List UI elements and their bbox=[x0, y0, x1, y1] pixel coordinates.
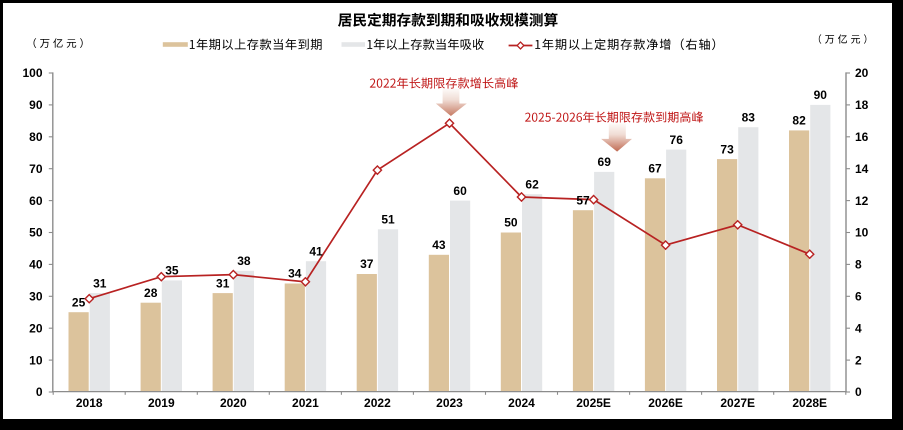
svg-text:2027E: 2027E bbox=[720, 396, 755, 410]
svg-text:2026E: 2026E bbox=[648, 396, 683, 410]
svg-text:0: 0 bbox=[855, 385, 862, 399]
svg-text:25: 25 bbox=[72, 295, 86, 309]
svg-text:62: 62 bbox=[525, 177, 539, 191]
svg-text:50: 50 bbox=[504, 216, 518, 230]
svg-text:2024: 2024 bbox=[508, 396, 535, 410]
svg-text:69: 69 bbox=[598, 155, 612, 169]
svg-text:4: 4 bbox=[855, 321, 862, 335]
svg-text:80: 80 bbox=[29, 130, 43, 144]
svg-text:83: 83 bbox=[742, 110, 756, 124]
svg-text:2: 2 bbox=[855, 353, 862, 367]
svg-text:90: 90 bbox=[814, 88, 828, 102]
svg-text:10: 10 bbox=[855, 226, 869, 240]
svg-text:10: 10 bbox=[29, 353, 43, 367]
svg-text:73: 73 bbox=[720, 142, 734, 156]
svg-text:2021: 2021 bbox=[292, 396, 319, 410]
svg-text:38: 38 bbox=[237, 254, 251, 268]
svg-text:70: 70 bbox=[29, 162, 43, 176]
svg-text:14: 14 bbox=[855, 162, 869, 176]
svg-text:31: 31 bbox=[216, 276, 230, 290]
svg-text:2028E: 2028E bbox=[792, 396, 827, 410]
svg-text:34: 34 bbox=[288, 267, 302, 281]
svg-text:82: 82 bbox=[792, 114, 806, 128]
svg-text:2025E: 2025E bbox=[576, 396, 611, 410]
svg-text:8: 8 bbox=[855, 258, 862, 272]
svg-text:76: 76 bbox=[670, 133, 684, 147]
svg-text:30: 30 bbox=[29, 290, 43, 304]
svg-text:60: 60 bbox=[29, 194, 43, 208]
svg-text:20: 20 bbox=[29, 321, 43, 335]
svg-text:60: 60 bbox=[453, 184, 467, 198]
svg-text:16: 16 bbox=[855, 130, 869, 144]
svg-text:2018: 2018 bbox=[76, 396, 103, 410]
svg-text:12: 12 bbox=[855, 194, 869, 208]
svg-text:31: 31 bbox=[93, 276, 107, 290]
svg-text:43: 43 bbox=[432, 238, 446, 252]
svg-text:100: 100 bbox=[22, 66, 42, 80]
svg-text:0: 0 bbox=[36, 385, 43, 399]
svg-text:28: 28 bbox=[144, 286, 158, 300]
svg-text:35: 35 bbox=[165, 264, 179, 278]
svg-text:37: 37 bbox=[360, 257, 374, 271]
svg-text:57: 57 bbox=[576, 193, 590, 207]
svg-text:2020: 2020 bbox=[220, 396, 247, 410]
svg-text:2022: 2022 bbox=[364, 396, 391, 410]
svg-text:51: 51 bbox=[381, 213, 395, 227]
svg-text:2019: 2019 bbox=[148, 396, 175, 410]
svg-text:2023: 2023 bbox=[436, 396, 463, 410]
svg-text:67: 67 bbox=[648, 162, 662, 176]
svg-text:90: 90 bbox=[29, 98, 43, 112]
svg-text:18: 18 bbox=[855, 98, 869, 112]
svg-text:40: 40 bbox=[29, 258, 43, 272]
svg-text:50: 50 bbox=[29, 226, 43, 240]
svg-text:41: 41 bbox=[309, 244, 323, 258]
svg-text:20: 20 bbox=[855, 66, 869, 80]
svg-text:6: 6 bbox=[855, 290, 862, 304]
